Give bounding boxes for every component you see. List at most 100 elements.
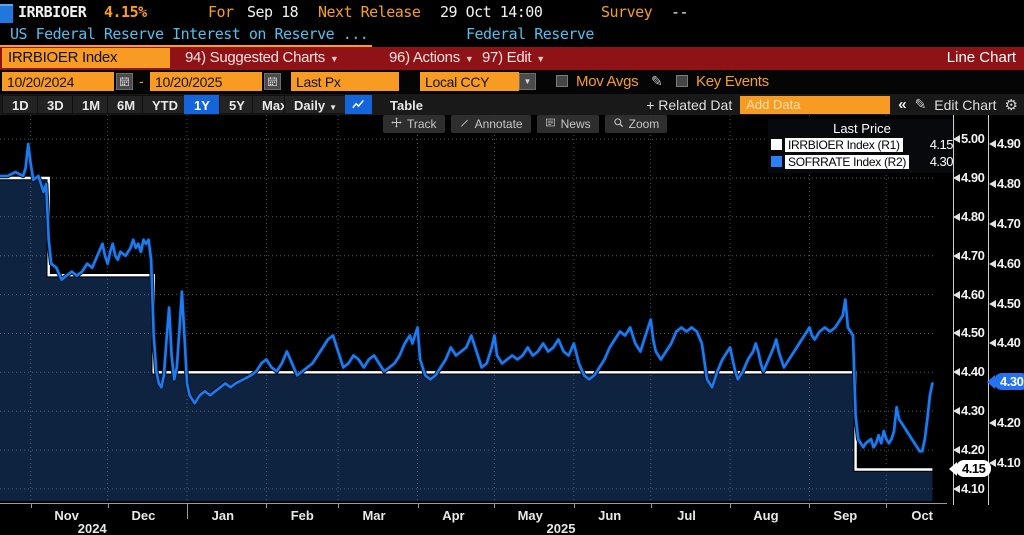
currency-dropdown-icon[interactable]: ▼	[519, 73, 536, 90]
range-button-1y[interactable]: 1Y	[184, 95, 220, 114]
currency-select[interactable]: Local CCY	[420, 72, 519, 91]
ticker-input[interactable]: IRRBIOER Index	[2, 48, 170, 68]
y-axis-r1-tick: 4.60	[961, 287, 984, 302]
range-button-1m[interactable]: 1M	[72, 95, 110, 114]
y-axis-r2-tick: 4.40	[997, 335, 1020, 350]
y-axis-r2-line	[988, 115, 989, 505]
series-last-value: 4.15	[930, 137, 953, 152]
menu-bar: IRRBIOER Index 94) Suggested Charts▼ 96) …	[0, 47, 1024, 70]
y-axis-r1-tick: 4.40	[961, 364, 984, 379]
range-button-3d[interactable]: 3D	[37, 95, 74, 114]
legend-entry-1[interactable]: SOFRRATE Index (R2)4.30	[771, 154, 953, 169]
x-axis-month-oct: Oct	[892, 508, 952, 523]
chart-legend: Last Price IRRBIOER Index (R1) 4.15 SOFRRA…	[768, 119, 956, 173]
zoom-tool-button[interactable]: Zoom	[605, 115, 668, 133]
for-label: For	[208, 3, 234, 21]
bloomberg-terminal-window: IRRBIOER 4.15% For Sep 18 Next Release 2…	[0, 0, 1024, 535]
view-mode-label: Line Chart	[947, 49, 1016, 66]
chevron-down-icon: ▼	[330, 54, 339, 64]
zoom-icon	[613, 117, 624, 131]
last-price-badge-4.15: 4.15	[956, 460, 991, 477]
gear-icon[interactable]: ⚙	[1005, 96, 1018, 114]
security-last-value: 4.15%	[104, 3, 147, 21]
last-price-badge-4.30: 4.30	[994, 373, 1024, 390]
date-from-calendar-icon[interactable]	[116, 73, 133, 90]
date-to-field[interactable]: 10/20/2025	[150, 72, 262, 91]
date-range-separator: -	[139, 73, 144, 89]
y-axis-r2-tick: 4.70	[997, 216, 1020, 231]
y-axis-r2-tick: 4.20	[997, 415, 1020, 430]
legend-title: Last Price	[771, 121, 953, 136]
active-tab-underline	[0, 45, 372, 47]
legend-entry-0[interactable]: IRRBIOER Index (R1) 4.15	[771, 137, 953, 152]
y-axis-r1-tick: 4.20	[961, 442, 984, 457]
x-axis-year-2025: 2025	[531, 521, 591, 535]
mov-avgs-checkbox[interactable]	[556, 75, 568, 87]
x-axis-tick	[886, 503, 887, 508]
track-tool-button[interactable]: Track	[383, 115, 445, 133]
mov-avgs-pencil-icon[interactable]: ✎	[651, 73, 662, 90]
x-axis-month-jul: Jul	[657, 508, 717, 523]
y-axis-r2-tick: 4.90	[997, 136, 1020, 151]
range-button-5y[interactable]: 5Y	[219, 95, 255, 114]
chevron-down-icon: ▼	[536, 54, 545, 64]
x-axis-line	[0, 503, 947, 504]
date-to-calendar-icon[interactable]	[264, 73, 281, 90]
security-description-row: US Federal Reserve Interest on Reserve .…	[0, 24, 1024, 47]
chart-plot[interactable]	[0, 115, 947, 505]
news-tool-button[interactable]: News	[537, 115, 599, 133]
menu-item-----suggested-charts[interactable]: 94) Suggested Charts▼	[185, 49, 339, 66]
annotate-icon	[459, 117, 470, 131]
series-swatch	[771, 139, 782, 150]
mov-avgs-label: Mov Avgs	[576, 73, 638, 90]
security-header: IRRBIOER 4.15% For Sep 18 Next Release 2…	[0, 0, 1024, 24]
y-axis-r1-tick: 4.80	[961, 209, 984, 224]
key-events-checkbox[interactable]	[676, 75, 688, 87]
chevron-down-icon: ▼	[329, 103, 337, 112]
y-axis-r1-tick: 4.10	[961, 481, 984, 496]
survey-label: Survey	[601, 3, 652, 21]
x-axis-tick	[494, 503, 495, 508]
range-button-ytd[interactable]: YTD	[142, 95, 188, 114]
date-from-field[interactable]: 10/20/2024	[2, 72, 114, 91]
next-release-label: Next Release	[318, 3, 420, 21]
edit-chart-button[interactable]: Edit Chart	[934, 97, 996, 113]
chart-type-line-button[interactable]	[345, 95, 372, 114]
security-ticker: IRRBIOER	[18, 3, 86, 21]
range-toolbar: 1D3D1M6MYTD1Y5YMax Daily▼ Table + Relate…	[0, 93, 1024, 115]
price-field-select[interactable]: Last Px	[291, 72, 399, 91]
range-button-6m[interactable]: 6M	[107, 95, 145, 114]
range-button-1d[interactable]: 1D	[2, 95, 39, 114]
security-source: Federal Reserve	[466, 25, 594, 43]
chevron-down-icon: ▼	[465, 54, 474, 64]
x-axis-tick	[31, 503, 32, 508]
series-name: IRRBIOER Index (R1)	[785, 138, 903, 152]
period-label: Daily	[294, 98, 325, 113]
related-data-button[interactable]: + Related Dat	[646, 97, 732, 113]
y-axis-r1-tick: 4.90	[961, 170, 984, 185]
key-events-label: Key Events	[696, 73, 769, 90]
x-axis-month-apr: Apr	[423, 508, 483, 523]
edit-chart-pencil-icon[interactable]: ✎	[915, 96, 927, 113]
y-axis-r2-tick: 4.60	[997, 256, 1020, 271]
annotate-tool-button[interactable]: Annotate	[451, 115, 531, 133]
table-button[interactable]: Table	[380, 95, 433, 114]
x-axis-tick	[338, 503, 339, 508]
y-axis-r2-tick: 4.10	[997, 455, 1020, 470]
x-axis-tick	[651, 503, 652, 508]
period-select[interactable]: Daily ▼	[284, 95, 347, 114]
x-axis-month-feb: Feb	[272, 508, 332, 523]
menu-item-----edit[interactable]: 97) Edit▼	[482, 49, 545, 66]
chart-area: Track Annotate News Zoom Last Price IRRBIOE…	[0, 115, 1024, 535]
add-data-input[interactable]	[740, 96, 890, 114]
x-axis-month-mar: Mar	[344, 508, 404, 523]
y-axis-r2-tick: 4.80	[997, 176, 1020, 191]
series-swatch	[771, 156, 782, 167]
menu-item-----actions[interactable]: 96) Actions▼	[389, 49, 474, 66]
x-axis-tick	[809, 503, 810, 508]
series-last-value: 4.30	[930, 154, 953, 169]
collapse-panel-button[interactable]: «	[898, 96, 906, 113]
survey-value: --	[671, 3, 688, 21]
y-axis-r1-tick: 5.00	[961, 131, 984, 146]
y-axis-r1-tick: 4.30	[961, 403, 984, 418]
